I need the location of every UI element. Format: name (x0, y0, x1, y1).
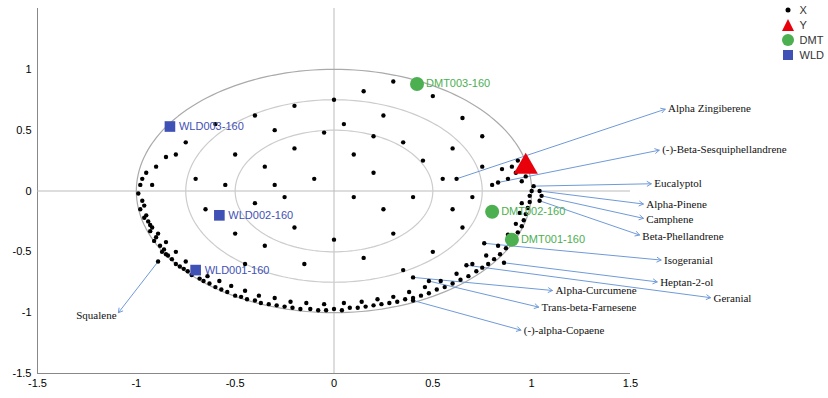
svg-text:0.5: 0.5 (425, 377, 440, 389)
svg-text:Squalene: Squalene (76, 309, 116, 321)
svg-text:-0.5: -0.5 (13, 245, 32, 257)
svg-text:(-)-alpha-Copaene: (-)-alpha-Copaene (524, 324, 605, 337)
svg-text:-1: -1 (22, 306, 32, 318)
svg-text:-1: -1 (131, 377, 141, 389)
svg-text:-1.5: -1.5 (28, 377, 47, 389)
svg-text:Isogeranial: Isogeranial (664, 254, 713, 266)
svg-text:Eucalyptol: Eucalyptol (654, 177, 702, 189)
svg-text:WLD003-160: WLD003-160 (179, 120, 244, 132)
html-text:WLD: WLD (799, 48, 824, 61)
svg-text:Geranial: Geranial (714, 292, 752, 304)
svg-text:Beta-Phellandrene: Beta-Phellandrene (642, 230, 723, 242)
svg-text:Camphene: Camphene (646, 213, 693, 225)
svg-text:WLD002-160: WLD002-160 (228, 209, 293, 221)
svg-text:1: 1 (529, 377, 535, 389)
svg-text:0: 0 (25, 185, 31, 197)
html-text:Y: Y (799, 18, 807, 31)
svg-text:Alpha Zingiberene: Alpha Zingiberene (668, 102, 751, 114)
svg-text:WLD001-160: WLD001-160 (205, 264, 270, 276)
svg-text:0.5: 0.5 (16, 124, 31, 136)
svg-text:0: 0 (331, 377, 337, 389)
svg-text:Alpha-Pinene: Alpha-Pinene (646, 198, 707, 210)
svg-text:DMT003-160: DMT003-160 (426, 77, 490, 89)
svg-text:(-)-Beta-Sesquiphellandrene: (-)-Beta-Sesquiphellandrene (662, 143, 787, 156)
svg-text:Trans-beta-Farnesene: Trans-beta-Farnesene (542, 301, 637, 313)
svg-text:Alpha-Curcumene: Alpha-Curcumene (555, 284, 636, 296)
html-text:X: X (799, 3, 807, 16)
svg-text:1.5: 1.5 (623, 377, 638, 389)
svg-text:1: 1 (25, 63, 31, 75)
html-text:DMT: DMT (799, 33, 824, 46)
svg-text:DMT002-160: DMT002-160 (501, 205, 565, 217)
svg-text:-0.5: -0.5 (226, 377, 245, 389)
svg-text:DMT001-160: DMT001-160 (521, 233, 585, 245)
svg-text:Heptan-2-ol: Heptan-2-ol (660, 276, 713, 288)
svg-text:-1.5: -1.5 (12, 367, 32, 379)
